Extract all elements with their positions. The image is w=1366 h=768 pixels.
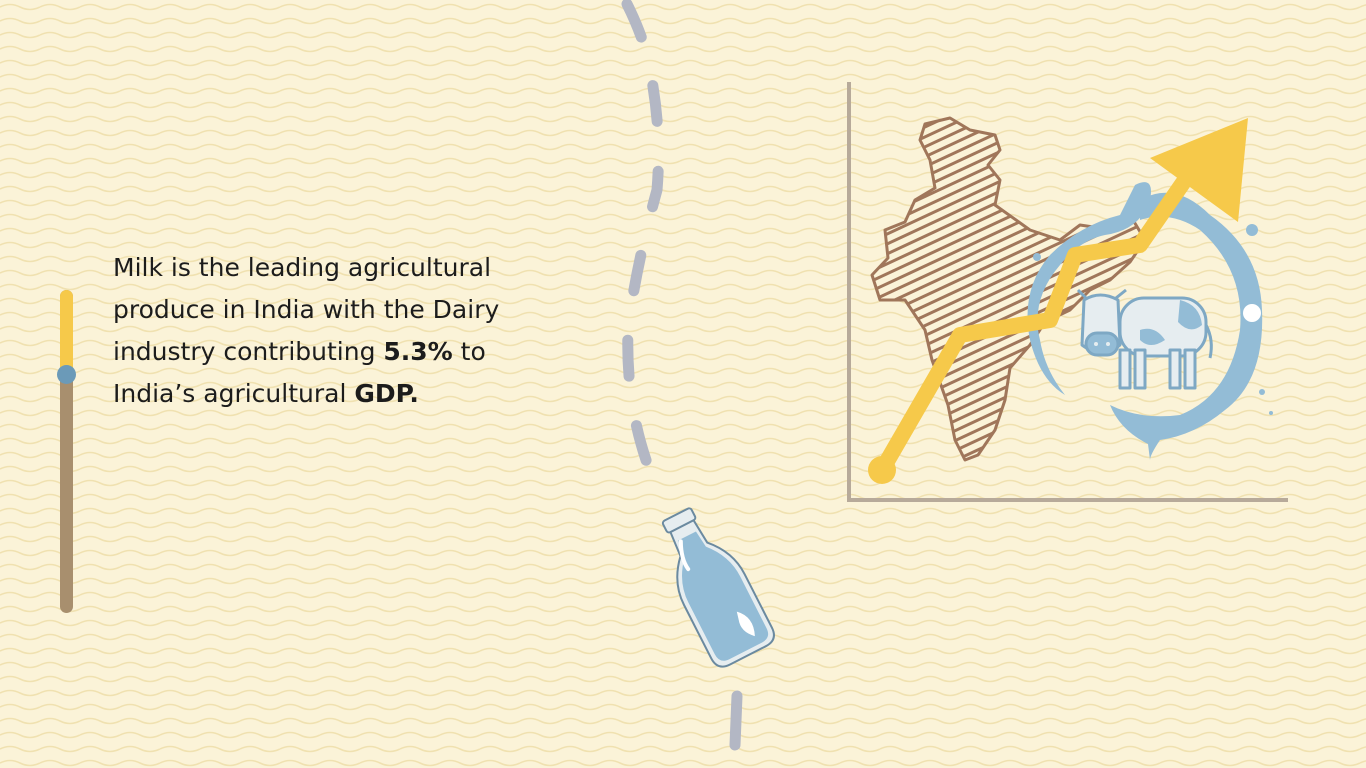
- chart-axes: [847, 82, 1288, 502]
- growth-arrow-icon: [868, 118, 1248, 484]
- milk-splash: [1027, 182, 1273, 460]
- milk-bottle-icon: [661, 507, 775, 668]
- cow-icon: [1076, 288, 1213, 390]
- dashed-path: [621, 0, 666, 501]
- dashed-path-bottom: [729, 690, 743, 751]
- progress-fill: [60, 290, 73, 374]
- info-text-part2: to India’s agricultural: [113, 337, 486, 408]
- percent-highlight: 5.3%: [383, 337, 453, 366]
- info-text-part1: Milk is the leading agricultural produce…: [113, 253, 500, 366]
- info-text: Milk is the leading agricultural produce…: [113, 247, 573, 415]
- progress-knob[interactable]: [57, 364, 76, 384]
- gdp-highlight: GDP.: [354, 379, 419, 408]
